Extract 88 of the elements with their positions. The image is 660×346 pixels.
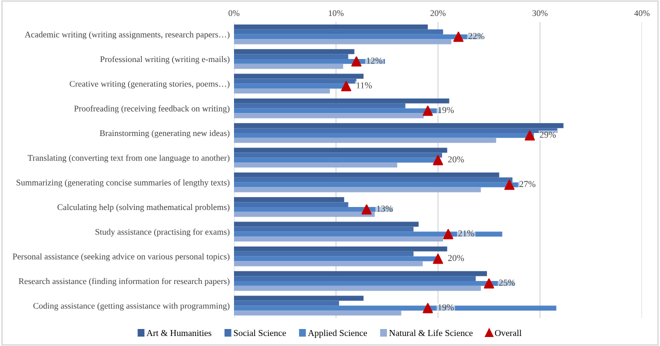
data-label: 27% (520, 180, 536, 188)
bar (234, 232, 502, 237)
point (341, 81, 352, 92)
y-tick-label: Translating (converting text from one language to another) (28, 154, 230, 163)
point (351, 56, 362, 67)
data-label: 20% (448, 254, 464, 262)
bar (234, 59, 385, 64)
bar (234, 103, 406, 108)
y-tick-label: Calculating help (solving mathematical problems) (58, 204, 230, 212)
data-label: 11% (356, 82, 372, 88)
legend-label: Social Science (234, 330, 286, 336)
bar (234, 172, 500, 178)
point (432, 254, 444, 264)
data-label: 21% (458, 230, 474, 236)
data-label: 19% (438, 106, 454, 114)
bar (234, 54, 348, 59)
bar (234, 74, 364, 79)
point (432, 155, 444, 166)
bar (234, 123, 564, 128)
bar (234, 133, 534, 138)
point (422, 303, 433, 314)
y-tick-label: Summarizing (generating concise summaries of lengthy texts) (16, 179, 230, 188)
x-tick-label: 0% (228, 10, 240, 16)
y-tick-label: Study assistance (practising for exams) (96, 228, 230, 237)
point (443, 229, 454, 240)
data-label: 12% (366, 58, 382, 64)
y-tick-label: Professional writing (writing e-mails) (100, 56, 230, 64)
bar (234, 84, 346, 89)
bar (234, 39, 452, 44)
x-tick-label: 30% (532, 10, 548, 16)
y-tick-label: Personal assistance (seeking advice on various personal topics) (12, 253, 230, 262)
point (484, 278, 494, 289)
bar (234, 202, 348, 207)
data-label: 20% (448, 156, 464, 162)
y-tick-label: Research assistance (finding information for research papers) (18, 278, 230, 286)
bar (234, 187, 481, 192)
point (422, 106, 433, 116)
x-tick-label: 40% (634, 10, 650, 16)
y-tick-label: Proofreading (receiving feedback on writing) (74, 105, 230, 114)
data-label: 19% (438, 304, 454, 310)
point (453, 32, 464, 42)
bar (234, 271, 487, 276)
bar (234, 246, 448, 252)
bar (234, 162, 398, 168)
bar (234, 286, 481, 291)
bar (234, 148, 448, 153)
y-tick-label: Creative writing (generating stories, poems…) (70, 80, 230, 89)
bar (234, 182, 520, 188)
bar (234, 78, 356, 84)
bar (234, 138, 496, 143)
bar (234, 88, 330, 94)
legend-label: Natural & Life Science (389, 330, 473, 336)
bar (234, 310, 402, 316)
bar (234, 281, 514, 286)
data-label: 29% (540, 132, 556, 138)
bar (234, 98, 450, 104)
bar (234, 300, 340, 306)
bar (234, 24, 428, 30)
legend-label: Art & Humanities (146, 330, 212, 336)
point (362, 204, 372, 215)
bar (234, 49, 354, 54)
bar (234, 152, 442, 158)
bar (234, 296, 364, 301)
y-tick-label: Coding assistance (getting assistance with programming) (33, 302, 230, 311)
bar (234, 251, 414, 256)
bar (234, 64, 344, 69)
bar (234, 226, 414, 232)
point (504, 180, 514, 190)
bar (234, 212, 375, 217)
x-tick-label: 10% (328, 10, 344, 16)
legend-label: Overall (494, 330, 522, 336)
bar (234, 276, 476, 281)
bar (234, 29, 444, 34)
point (524, 130, 535, 141)
bar (234, 261, 423, 266)
bar (234, 236, 444, 242)
bar (234, 113, 424, 118)
data-label: 22% (468, 32, 484, 40)
bar (234, 207, 394, 212)
data-label: 13% (377, 206, 393, 212)
bar (234, 222, 419, 227)
legend-label: Applied Science (308, 330, 367, 338)
bar (234, 197, 344, 202)
y-tick-label: Academic writing (writing assignments, research papers…) (24, 31, 230, 40)
bar (234, 177, 512, 182)
data-label: 25% (499, 280, 515, 286)
y-tick-label: Brainstorming (generating new ideas) (100, 130, 230, 138)
x-tick-label: 20% (430, 10, 446, 16)
